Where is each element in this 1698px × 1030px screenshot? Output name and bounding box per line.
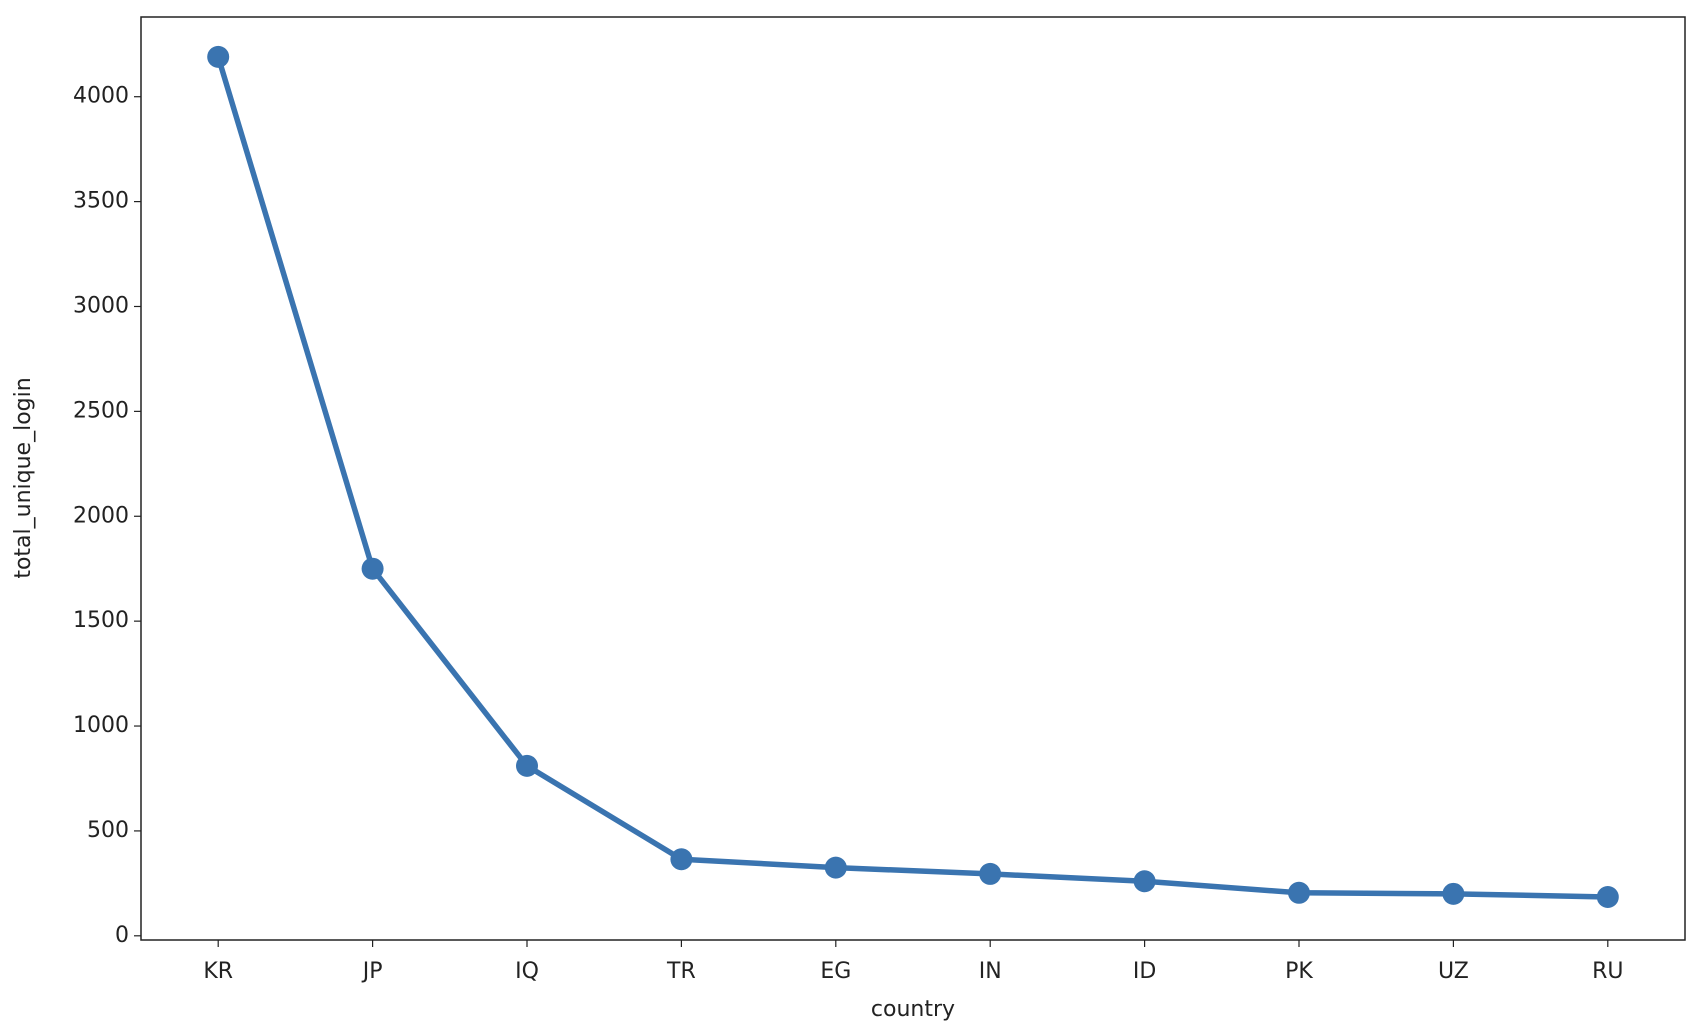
y-tick-label: 3500 [73,189,129,214]
x-tick-label: JP [361,959,383,984]
x-tick-label: KR [203,959,233,984]
line [215,56,1608,900]
point [361,557,384,580]
point [1442,882,1465,905]
x-tick-label: ID [1133,959,1156,984]
y-axis-label: total_unique_login [11,377,36,578]
point [207,45,230,68]
point [1596,885,1619,908]
y-tick-label: 1000 [73,713,129,738]
x-tick-label: IN [979,959,1002,984]
x-tick-label: IQ [515,959,539,984]
y-tick-label: 0 [115,923,129,948]
plot-frame [140,16,1686,941]
x-tick-label: UZ [1438,959,1469,984]
x-tick-label: EG [820,959,851,984]
y-tick-label: 3000 [73,293,129,318]
point [670,848,693,871]
point [1288,881,1310,904]
x-tick-label: TR [666,959,696,984]
y-tick-label: 2500 [73,398,129,423]
point [824,856,847,879]
y-tick-label: 1500 [73,608,129,633]
point [979,862,1002,885]
x-tick-label: PK [1285,959,1313,984]
point [516,754,538,777]
point [1133,870,1156,893]
y-tick-label: 4000 [73,84,129,109]
y-tick-label: 500 [87,818,129,843]
x-tick-label: RU [1592,959,1623,984]
x-axis-label: country [871,997,955,1022]
y-tick-label: 2000 [73,503,129,528]
